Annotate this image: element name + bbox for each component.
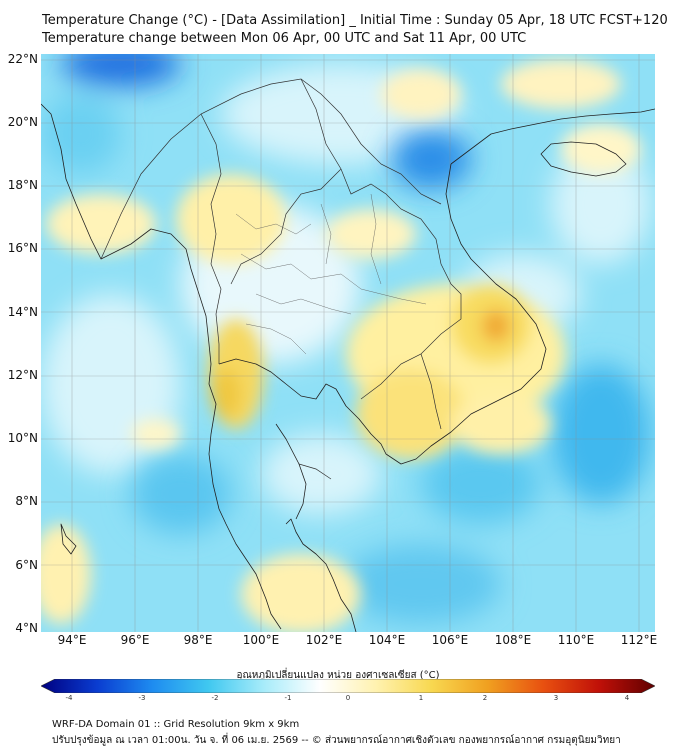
footer-model-info: WRF-DA Domain 01 :: Grid Resolution 9km … bbox=[52, 719, 300, 730]
province-lines bbox=[235, 193, 427, 355]
colorbar-tick: -1 bbox=[284, 694, 292, 702]
lon-tick-96e: 96°E bbox=[120, 633, 150, 647]
colorbar-tick: -4 bbox=[65, 694, 73, 702]
lon-tick-112e: 112°E bbox=[620, 633, 658, 647]
lon-tick-102e: 102°E bbox=[305, 633, 343, 647]
lat-tick-20n: 20°N bbox=[7, 115, 38, 129]
colorbar-tick: 3 bbox=[553, 694, 559, 702]
map-title: Temperature Change (°C) - [Data Assimila… bbox=[42, 13, 668, 28]
colorbar-ramp bbox=[41, 679, 655, 693]
lon-tick-106e: 106°E bbox=[431, 633, 469, 647]
map-subtitle: Temperature change between Mon 06 Apr, 0… bbox=[42, 31, 527, 46]
colorbar-tick: 2 bbox=[482, 694, 488, 702]
lat-tick-22n: 22°N bbox=[7, 52, 38, 66]
lon-tick-110e: 110°E bbox=[557, 633, 595, 647]
colorbar-tick: 0 bbox=[345, 694, 351, 702]
lat-tick-12n: 12°N bbox=[7, 368, 38, 382]
lat-tick-14n: 14°N bbox=[7, 305, 38, 319]
lat-tick-16n: 16°N bbox=[7, 241, 38, 255]
lon-tick-108e: 108°E bbox=[494, 633, 532, 647]
lon-tick-94e: 94°E bbox=[57, 633, 87, 647]
lat-tick-4n: 4°N bbox=[15, 621, 38, 635]
colorbar-tick: 1 bbox=[418, 694, 424, 702]
footer-credit: ปรับปรุงข้อมูล ณ เวลา 01:00น. วัน จ. ที่… bbox=[52, 735, 621, 746]
lat-tick-6n: 6°N bbox=[15, 558, 38, 572]
lon-tick-100e: 100°E bbox=[242, 633, 280, 647]
map-canvas bbox=[41, 54, 655, 632]
lon-tick-98e: 98°E bbox=[183, 633, 213, 647]
field-yellow-areas bbox=[41, 59, 641, 632]
lon-tick-104e: 104°E bbox=[368, 633, 406, 647]
temperature-change-map bbox=[41, 54, 655, 632]
lat-tick-8n: 8°N bbox=[15, 494, 38, 508]
colorbar-tick: -2 bbox=[211, 694, 219, 702]
coastlines bbox=[41, 103, 655, 632]
colorbar-tick: 4 bbox=[624, 694, 630, 702]
lat-tick-18n: 18°N bbox=[7, 178, 38, 192]
graticule bbox=[41, 54, 655, 632]
colorbar-label: อุณหภูมิเปลี่ยนแปลง หน่วย องศาเซลเซียส (… bbox=[236, 670, 440, 681]
borders bbox=[100, 78, 462, 480]
lat-tick-10n: 10°N bbox=[7, 431, 38, 445]
colorbar bbox=[41, 679, 655, 693]
colorbar-tick: -3 bbox=[138, 694, 146, 702]
